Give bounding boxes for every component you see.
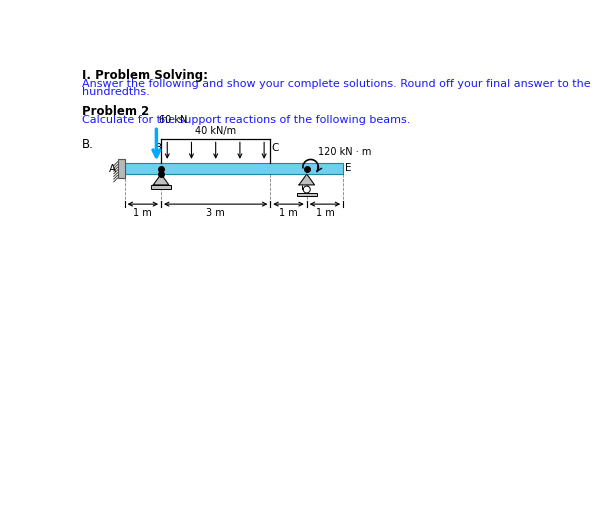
Text: Calculate for the support reactions of the following beams.: Calculate for the support reactions of t… [82, 115, 410, 125]
Text: Answer the following and show your complete solutions. Round off your final answ: Answer the following and show your compl… [82, 79, 594, 88]
Text: 1 m: 1 m [134, 208, 152, 218]
Text: I. Problem Solving:: I. Problem Solving: [82, 69, 208, 82]
Text: 3 m: 3 m [206, 208, 225, 218]
Text: 120 kN · m: 120 kN · m [318, 147, 372, 157]
Text: 1 m: 1 m [279, 208, 298, 218]
Text: C: C [272, 142, 279, 153]
Text: E: E [346, 163, 352, 173]
Polygon shape [299, 174, 314, 185]
Text: hundredths.: hundredths. [82, 87, 150, 97]
Bar [118, 159, 125, 178]
Text: A: A [109, 164, 116, 174]
Text: B.: B. [82, 138, 94, 151]
Text: 40 kN/m: 40 kN/m [195, 126, 236, 136]
Text: Problem 2: Problem 2 [82, 105, 149, 118]
Bar [296, 193, 317, 196]
Text: 1 m: 1 m [315, 208, 334, 218]
Circle shape [304, 186, 310, 193]
Text: D: D [301, 182, 309, 192]
Polygon shape [153, 174, 169, 185]
Text: 60 kN: 60 kN [159, 115, 187, 125]
Bar [125, 163, 343, 174]
Bar [151, 185, 171, 189]
Text: B: B [155, 142, 162, 153]
